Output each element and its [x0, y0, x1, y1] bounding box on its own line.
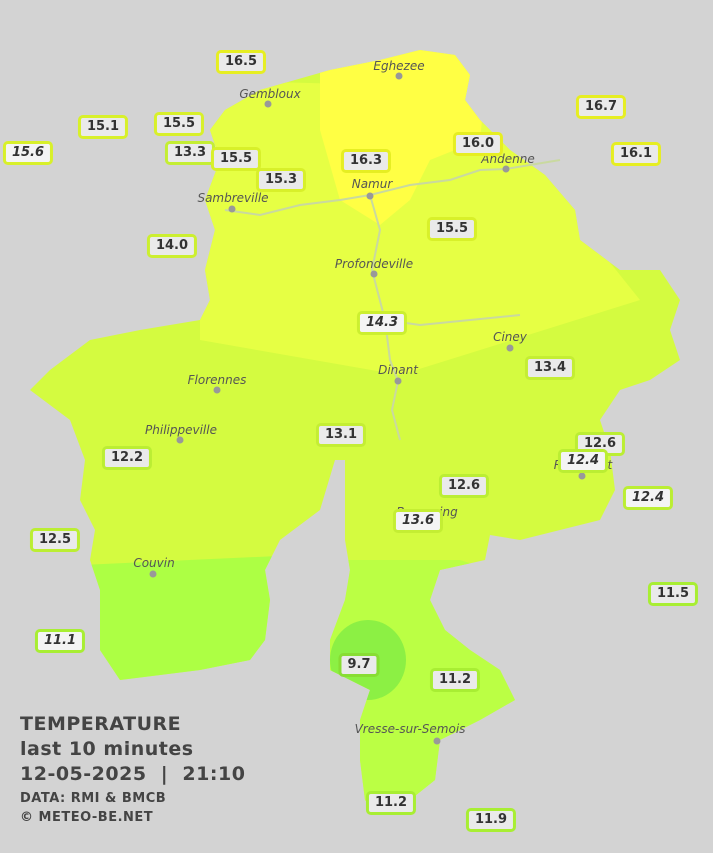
station-value: 13.1 [315, 423, 367, 447]
station-value: 15.3 [255, 168, 307, 192]
city-label: Profondeville [334, 257, 414, 271]
city-label: Gembloux [239, 87, 301, 101]
legend-subtitle: last 10 minutes [20, 738, 194, 760]
station-value: 15.5 [426, 217, 478, 241]
city-label: Dinant [378, 363, 418, 377]
station-value: 13.3 [164, 141, 216, 165]
legend-title: TEMPERATURE [20, 713, 182, 735]
station-value: 16.0 [452, 132, 504, 156]
station-value: 12.4 [622, 486, 674, 510]
station-value: 13.4 [524, 356, 576, 380]
legend-credit: © METEO-BE.NET [20, 810, 154, 825]
legend-source: DATA: RMI & BMCB [20, 791, 167, 806]
station-value: 16.7 [575, 95, 627, 119]
city-label: Philippeville [145, 423, 217, 437]
station-value: 16.3 [340, 149, 392, 173]
station-value: 12.6 [438, 474, 490, 498]
station-value: 15.5 [210, 147, 262, 171]
station-value: 15.6 [2, 141, 54, 165]
city-label: Vresse-sur-Semois [354, 722, 466, 736]
station-value: 14.3 [356, 311, 408, 335]
station-value: 11.9 [465, 808, 517, 832]
station-value: 13.6 [392, 509, 444, 533]
city-label: Sambreville [197, 191, 269, 205]
station-value: 16.1 [610, 142, 662, 166]
station-value: 14.0 [146, 234, 198, 258]
station-value: 12.4 [557, 449, 609, 473]
station-value: 11.2 [365, 791, 417, 815]
station-value: 16.5 [215, 50, 267, 74]
station-value: 12.2 [101, 446, 153, 470]
station-value: 12.5 [29, 528, 81, 552]
legend-datetime: 12-05-2025 | 21:10 [20, 763, 246, 785]
station-value: 9.7 [338, 653, 380, 677]
station-value: 11.2 [429, 668, 481, 692]
city-label: Couvin [133, 556, 175, 570]
station-value: 15.5 [153, 112, 205, 136]
station-value: 11.5 [647, 582, 699, 606]
city-label: Eghezee [373, 59, 425, 73]
station-value: 15.1 [77, 115, 129, 139]
city-label: Namur [351, 177, 393, 191]
station-value: 11.1 [34, 629, 86, 653]
city-label: Florennes [187, 373, 247, 387]
city-dots [149, 72, 586, 745]
legend: TEMPERATURE last 10 minutes 12-05-2025 |… [20, 712, 245, 827]
city-label: Ciney [493, 330, 527, 344]
